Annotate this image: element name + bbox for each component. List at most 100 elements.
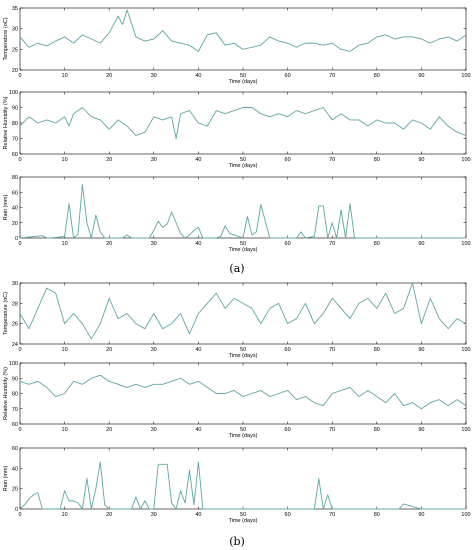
x-axis-label: Time (days): [229, 433, 258, 439]
y-tick-label: 80: [12, 392, 18, 398]
x-tick-label: 60: [285, 241, 291, 247]
y-tick-label: 100: [9, 361, 18, 367]
chart-b-3: 0 10 20 30 40 50 60 70 80 90 100 24 26 28 30 Time (days…: [3, 281, 471, 359]
y-tick-label: 25: [12, 47, 18, 53]
x-tick-label: 30: [151, 512, 157, 518]
x-tick-label: 80: [374, 347, 380, 353]
x-tick-label: 20: [106, 347, 112, 353]
x-axis-label: Time (days): [229, 247, 258, 253]
series-line: [19, 9, 467, 52]
x-tick-label: 70: [329, 73, 335, 79]
x-tick-label: 70: [329, 512, 335, 518]
x-tick-label: 10: [62, 427, 68, 433]
x-tick-label: 100: [461, 73, 470, 79]
x-tick-label: 50: [240, 73, 246, 79]
x-tick-label: 80: [374, 157, 380, 163]
x-tick-label: 20: [106, 512, 112, 518]
y-tick-label: 60: [12, 446, 18, 452]
x-tick-label: 90: [418, 347, 424, 353]
y-tick-label: 24: [12, 342, 18, 348]
chart-b-4: 0 10 20 30 40 50 60 70 80 90 100 60 70 80 90 100 Time (d…: [3, 361, 471, 439]
x-tick-label: 80: [374, 73, 380, 79]
x-tick-label: 100: [461, 347, 470, 353]
x-axis-label: Time (days): [229, 518, 258, 524]
series-line: [19, 282, 467, 340]
x-tick-label: 30: [151, 157, 157, 163]
x-tick-label: 0: [18, 427, 21, 433]
panel-caption-b: (b): [229, 535, 245, 548]
x-tick-label: 60: [285, 512, 291, 518]
y-tick-label: 30: [12, 27, 18, 33]
x-tick-label: 70: [329, 157, 335, 163]
x-axis-label: Time (days): [229, 79, 258, 85]
y-tick-label: 40: [12, 206, 18, 212]
y-tick-label: 20: [12, 68, 18, 74]
x-tick-label: 50: [240, 512, 246, 518]
chart-a-0: 0 10 20 30 40 50 60 70 80 90 100 20 25 30 35 Time (days…: [3, 6, 471, 85]
y-tick-label: 90: [12, 376, 18, 382]
y-tick-label: 80: [12, 175, 18, 181]
x-tick-label: 80: [374, 512, 380, 518]
y-axis-label: Temperature (oC): [3, 292, 9, 335]
x-tick-label: 20: [106, 427, 112, 433]
y-tick-label: 60: [12, 190, 18, 196]
y-tick-label: 0: [15, 507, 18, 513]
panel-caption-a: (a): [229, 262, 244, 275]
x-tick-label: 30: [151, 73, 157, 79]
chart-b-5: 0 10 20 30 40 50 60 70 80 90 100 0 20 40 60 Time (days)…: [3, 446, 471, 524]
x-tick-label: 50: [240, 347, 246, 353]
x-tick-label: 90: [418, 73, 424, 79]
x-tick-label: 30: [151, 241, 157, 247]
x-tick-label: 60: [285, 73, 291, 79]
y-tick-label: 40: [12, 466, 18, 472]
x-tick-label: 100: [461, 427, 470, 433]
x-tick-label: 10: [62, 73, 68, 79]
x-tick-label: 50: [240, 241, 246, 247]
x-tick-label: 0: [18, 512, 21, 518]
plot-frame: [19, 176, 467, 239]
x-tick-label: 90: [418, 427, 424, 433]
y-axis-label: Rain (mm): [3, 466, 9, 492]
y-axis-label: Relative Humidity (%): [3, 96, 9, 149]
chart-a-2: 0 10 20 30 40 50 60 70 80 90 100 0 20 40 60 80 Time (day…: [3, 175, 471, 253]
y-tick-label: 60: [12, 422, 18, 428]
y-tick-label: 70: [12, 407, 18, 413]
series-line: [19, 461, 466, 510]
x-tick-label: 40: [195, 512, 201, 518]
y-tick-label: 60: [12, 152, 18, 158]
x-tick-label: 100: [461, 157, 470, 163]
x-tick-label: 20: [106, 157, 112, 163]
x-axis-label: Time (days): [229, 353, 258, 359]
x-tick-label: 40: [195, 347, 201, 353]
x-tick-label: 20: [106, 241, 112, 247]
plot-frame: [19, 282, 467, 345]
y-tick-label: 28: [12, 301, 18, 307]
y-axis-label: Rain (mm): [3, 195, 9, 221]
chart-a-1: 0 10 20 30 40 50 60 70 80 90 100 60 70 80 90 100 Time (d…: [3, 90, 471, 169]
x-tick-label: 0: [18, 73, 21, 79]
y-tick-label: 30: [12, 281, 18, 287]
x-tick-label: 60: [285, 427, 291, 433]
x-tick-label: 10: [62, 347, 68, 353]
x-tick-label: 40: [195, 241, 201, 247]
x-axis-label: Time (days): [229, 163, 258, 169]
y-tick-label: 20: [12, 221, 18, 227]
plot-frame: [19, 91, 467, 155]
x-tick-label: 0: [18, 347, 21, 353]
y-tick-label: 35: [12, 6, 18, 12]
x-tick-label: 20: [106, 73, 112, 79]
x-tick-label: 50: [240, 427, 246, 433]
x-tick-label: 70: [329, 347, 335, 353]
x-tick-label: 90: [418, 512, 424, 518]
y-tick-label: 90: [12, 106, 18, 112]
plot-frame: [19, 362, 467, 425]
y-tick-label: 26: [12, 322, 18, 328]
x-tick-label: 0: [18, 241, 21, 247]
y-tick-label: 100: [9, 90, 18, 96]
y-tick-label: 0: [15, 236, 18, 242]
x-tick-label: 90: [418, 241, 424, 247]
x-tick-label: 30: [151, 427, 157, 433]
x-tick-label: 30: [151, 347, 157, 353]
